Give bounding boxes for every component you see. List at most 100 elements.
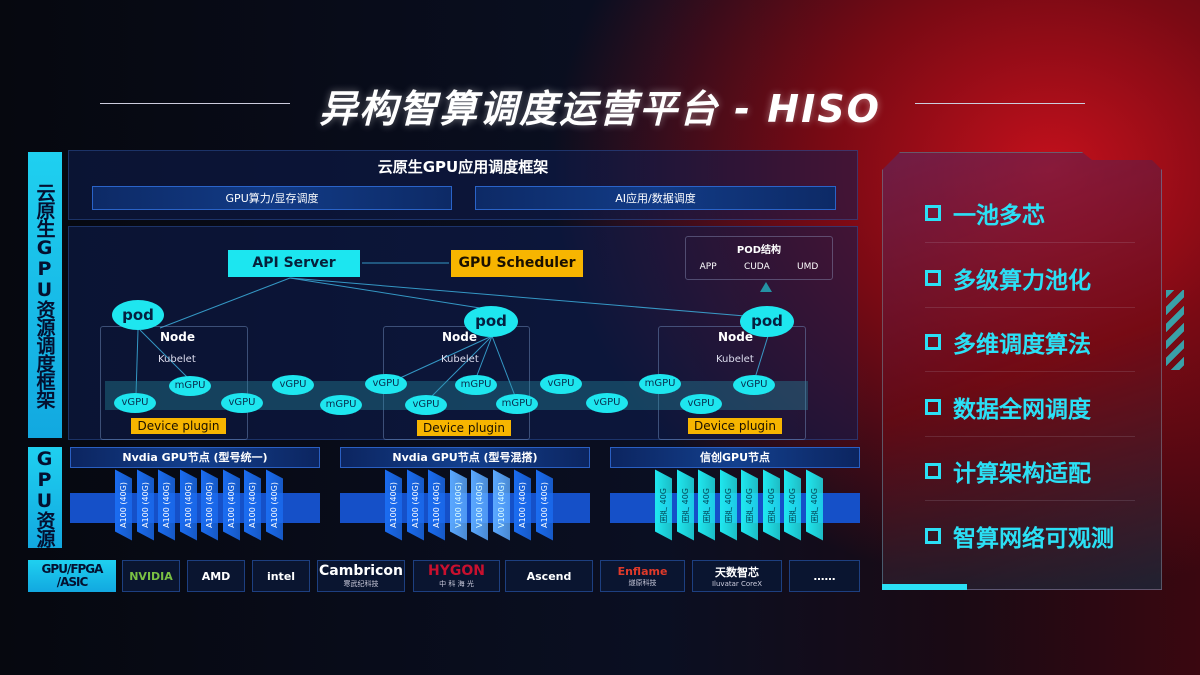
gpu-unit: vGPU [733,375,775,395]
feature-divider [925,306,1135,308]
title-divider-left [100,103,290,104]
node-label: Node [718,330,754,344]
gpu-unit: vGPU [405,395,447,415]
vendor-name: 天数智芯 [715,566,759,579]
gpu-chip: A100 (40G) [244,469,261,541]
framework-label: 云原生GPU资源调度框架 [28,152,62,438]
gpu-chip-label: A100 (40G) [518,482,527,528]
node-label: Node [160,330,196,344]
gpu-chip: 国产 40G [784,469,801,541]
pod: pod [740,306,794,337]
gpu-chip: A100 (40G) [406,469,424,541]
checkbox-icon [925,463,941,480]
gpu-unit: mGPU [455,375,497,395]
checkbox-icon [925,398,941,415]
checkbox-icon [925,205,941,221]
gpu-chip: A100 (40G) [385,469,402,541]
gpu-chip-label: V100 (40G) [496,482,506,528]
vendor-logo-2: AMD [187,560,245,592]
vendor-name: intel [266,569,296,583]
resources-label: GPU资源 [28,447,62,548]
kubelet-label: Kubelet [441,354,479,365]
vendor-subname: 中 科 海 光 [439,580,474,588]
vendor-logo-9: …… [789,560,860,592]
gpu-chip: V100 (40G) [492,469,510,541]
gpu-compute-scheduling: GPU算力/显存调度 [92,186,452,210]
pod-cuda: CUDA [743,262,770,272]
feature-label: 计算架构适配 [953,461,1091,488]
gpu-chip-label: 国产 40G [680,487,690,523]
feature-label: 数据全网调度 [953,396,1091,423]
node-box [100,326,248,440]
gpu-chip-label: A100 (40G) [432,482,441,528]
feature-item: 智算网络可观测 [925,519,1114,553]
features-panel [882,152,1162,590]
vendor-logo-7: Enflame 燧原科技 [600,560,685,592]
gpu-unit: mGPU [496,394,538,414]
gpu-chip: V100 (40G) [471,469,488,541]
gpu-chip: 国产 40G [762,469,780,541]
gpu-unit: vGPU [586,393,628,413]
feature-divider [925,371,1135,373]
gpu-chip-label: A100 (40G) [205,482,214,528]
vendor-logo-6: Ascend [505,560,593,592]
vendor-logo-8: 天数智芯 Iluvatar CoreX [692,560,782,592]
vendor-name: HYGON [428,563,485,579]
title-divider-right [915,103,1085,104]
gpu-unit: mGPU [169,376,211,396]
gpu-chip-label: A100 (40G) [539,482,549,528]
pod-structure-title: POD结构 [736,245,782,256]
gpu-chip: A100 (40G) [514,469,531,541]
vendor-subname: Iluvatar CoreX [711,580,762,588]
checkbox-icon [925,269,941,286]
kubelet-label: Kubelet [716,354,754,365]
feature-item: 多维调度算法 [925,325,1091,359]
gpu-chip: A100 (40G) [136,469,154,541]
vendor-name: AMD [201,569,231,583]
feature-label: 智算网络可观测 [953,526,1114,552]
pod-structure-box: POD结构 APP CUDA UMD [685,236,833,280]
gpu-node-header: Nvdia GPU节点 (型号混搭) [340,447,590,468]
gpu-chip-label: V100 (40G) [453,482,463,528]
vendor-name: Ascend [526,569,572,583]
gpu-unit: vGPU [272,375,314,395]
gpu-unit: vGPU [114,393,156,413]
feature-item: 一池多芯 [925,196,1045,230]
gpu-unit: vGPU [680,394,722,414]
kubelet-label: Kubelet [158,354,196,365]
gpu-chip: A100 (40G) [265,469,283,541]
checkbox-icon [925,528,941,544]
gpu-chip-label: 国产 40G [766,487,776,523]
vendor-label: GPU/FPGA /ASIC [28,560,116,592]
gpu-chip: A100 (40G) [428,469,445,541]
ai-data-scheduling: AI应用/数据调度 [475,186,836,210]
app-framework-title: 云原生GPU应用调度框架 [377,158,549,176]
gpu-chip-label: A100 (40G) [183,482,193,528]
panel-stripes [1166,290,1184,370]
gpu-chip-label: A100 (40G) [226,482,236,528]
pod: pod [464,306,518,337]
feature-label: 多级算力池化 [953,267,1091,294]
gpu-chip: A100 (40G) [201,469,218,541]
device-plugin: Device plugin [688,418,782,434]
gpu-unit: vGPU [221,393,263,413]
vendor-subname: 燧原科技 [628,578,657,587]
device-plugin: Device plugin [131,418,226,434]
feature-item: 数据全网调度 [925,390,1091,424]
vendor-name: Enflame [617,564,668,578]
gpu-chip: 国产 40G [741,469,758,541]
page-title: 异构智算调度运营平台 - HISO [319,87,881,131]
vendor-subname: 寒武纪科技 [343,580,379,588]
feature-divider [925,500,1135,502]
gpu-scheduler: GPU Scheduler [451,250,583,277]
gpu-chip: 国产 40G [805,469,823,541]
vendor-logo-4: Cambricon 寒武纪科技 [317,560,405,592]
feature-label: 多维调度算法 [953,332,1091,359]
feature-divider [925,242,1135,243]
gpu-chip-label: A100 (40G) [389,482,398,528]
gpu-chip-label: 国产 40G [809,487,819,523]
gpu-chip: 国产 40G [655,469,672,541]
gpu-chip-label: A100 (40G) [248,482,257,528]
gpu-chip-label: A100 (40G) [269,482,279,528]
